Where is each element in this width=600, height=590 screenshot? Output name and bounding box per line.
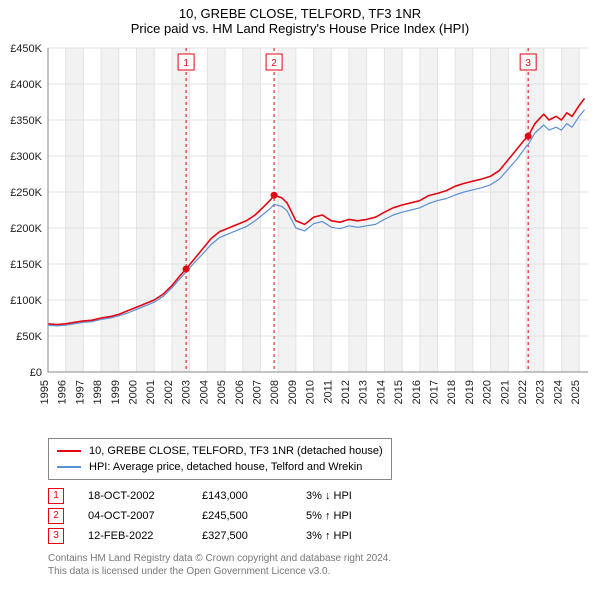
svg-text:2009: 2009: [287, 380, 299, 404]
table-row: 2 04-OCT-2007 £245,500 5% ↑ HPI: [48, 506, 580, 526]
svg-text:2023: 2023: [535, 380, 547, 404]
footer-line-1: Contains HM Land Registry data © Crown c…: [48, 552, 580, 565]
svg-text:2015: 2015: [393, 380, 405, 404]
legend-row-hpi: HPI: Average price, detached house, Telf…: [57, 459, 383, 475]
svg-text:2021: 2021: [499, 380, 511, 404]
svg-text:2019: 2019: [464, 380, 476, 404]
svg-text:2025: 2025: [570, 380, 582, 404]
svg-text:£150K: £150K: [10, 259, 42, 271]
svg-text:2006: 2006: [234, 380, 246, 404]
svg-text:2002: 2002: [163, 380, 175, 404]
svg-text:1998: 1998: [92, 380, 104, 404]
svg-text:2013: 2013: [358, 380, 370, 404]
price-chart: 1 2 3 £0 £50K £100K £150K £200K £250K £300K £350K £…: [0, 40, 600, 430]
sale-hpi: 5% ↑ HPI: [306, 506, 396, 526]
svg-text:2010: 2010: [305, 380, 317, 404]
svg-text:£0: £0: [30, 367, 42, 379]
sales-table: 1 18-OCT-2002 £143,000 3% ↓ HPI 2 04-OCT…: [48, 486, 580, 546]
svg-text:2022: 2022: [517, 380, 529, 404]
svg-text:£300K: £300K: [10, 151, 42, 163]
svg-text:2024: 2024: [552, 380, 564, 404]
svg-text:1999: 1999: [110, 380, 122, 404]
legend: 10, GREBE CLOSE, TELFORD, TF3 1NR (detac…: [48, 438, 392, 480]
legend-label-subject: 10, GREBE CLOSE, TELFORD, TF3 1NR (detac…: [89, 443, 383, 459]
sale-hpi: 3% ↓ HPI: [306, 486, 396, 506]
svg-text:1997: 1997: [74, 380, 86, 404]
legend-swatch-hpi: [57, 466, 81, 468]
svg-text:2016: 2016: [411, 380, 423, 404]
svg-text:£200K: £200K: [10, 223, 42, 235]
table-row: 1 18-OCT-2002 £143,000 3% ↓ HPI: [48, 486, 580, 506]
sale-hpi: 3% ↑ HPI: [306, 526, 396, 546]
sale-date: 04-OCT-2007: [88, 506, 178, 526]
legend-swatch-subject: [57, 450, 81, 452]
svg-text:2020: 2020: [482, 380, 494, 404]
chart-subtitle: Price paid vs. HM Land Registry's House …: [0, 21, 600, 36]
svg-text:2017: 2017: [429, 380, 441, 404]
sale-price: £143,000: [202, 486, 282, 506]
svg-text:2007: 2007: [251, 380, 263, 404]
footer: Contains HM Land Registry data © Crown c…: [48, 552, 580, 578]
svg-text:2012: 2012: [340, 380, 352, 404]
sale-date: 12-FEB-2022: [88, 526, 178, 546]
svg-text:2011: 2011: [322, 380, 334, 404]
svg-text:£50K: £50K: [16, 331, 42, 343]
chart-title: 10, GREBE CLOSE, TELFORD, TF3 1NR: [0, 6, 600, 21]
sale-marker-1: 1: [48, 488, 64, 504]
sale-date: 18-OCT-2002: [88, 486, 178, 506]
svg-text:1996: 1996: [57, 380, 69, 404]
svg-text:2018: 2018: [446, 380, 458, 404]
svg-text:2000: 2000: [128, 380, 140, 404]
svg-text:£100K: £100K: [10, 295, 42, 307]
legend-label-hpi: HPI: Average price, detached house, Telf…: [89, 459, 362, 475]
sale-price: £245,500: [202, 506, 282, 526]
svg-text:£350K: £350K: [10, 115, 42, 127]
svg-text:2014: 2014: [375, 380, 387, 404]
svg-text:2008: 2008: [269, 380, 281, 404]
footer-line-2: This data is licensed under the Open Gov…: [48, 565, 580, 578]
svg-text:3: 3: [525, 58, 531, 69]
svg-text:1995: 1995: [39, 380, 51, 404]
legend-row-subject: 10, GREBE CLOSE, TELFORD, TF3 1NR (detac…: [57, 443, 383, 459]
svg-text:1: 1: [183, 58, 189, 69]
svg-text:2001: 2001: [145, 380, 157, 404]
svg-text:2003: 2003: [181, 380, 193, 404]
sale-marker-3: 3: [48, 528, 64, 544]
svg-text:2: 2: [271, 58, 277, 69]
sale-marker-2: 2: [48, 508, 64, 524]
table-row: 3 12-FEB-2022 £327,500 3% ↑ HPI: [48, 526, 580, 546]
svg-text:£450K: £450K: [10, 43, 42, 55]
svg-text:£400K: £400K: [10, 79, 42, 91]
svg-text:2005: 2005: [216, 380, 228, 404]
svg-text:£250K: £250K: [10, 187, 42, 199]
svg-text:2004: 2004: [198, 380, 210, 404]
sale-price: £327,500: [202, 526, 282, 546]
